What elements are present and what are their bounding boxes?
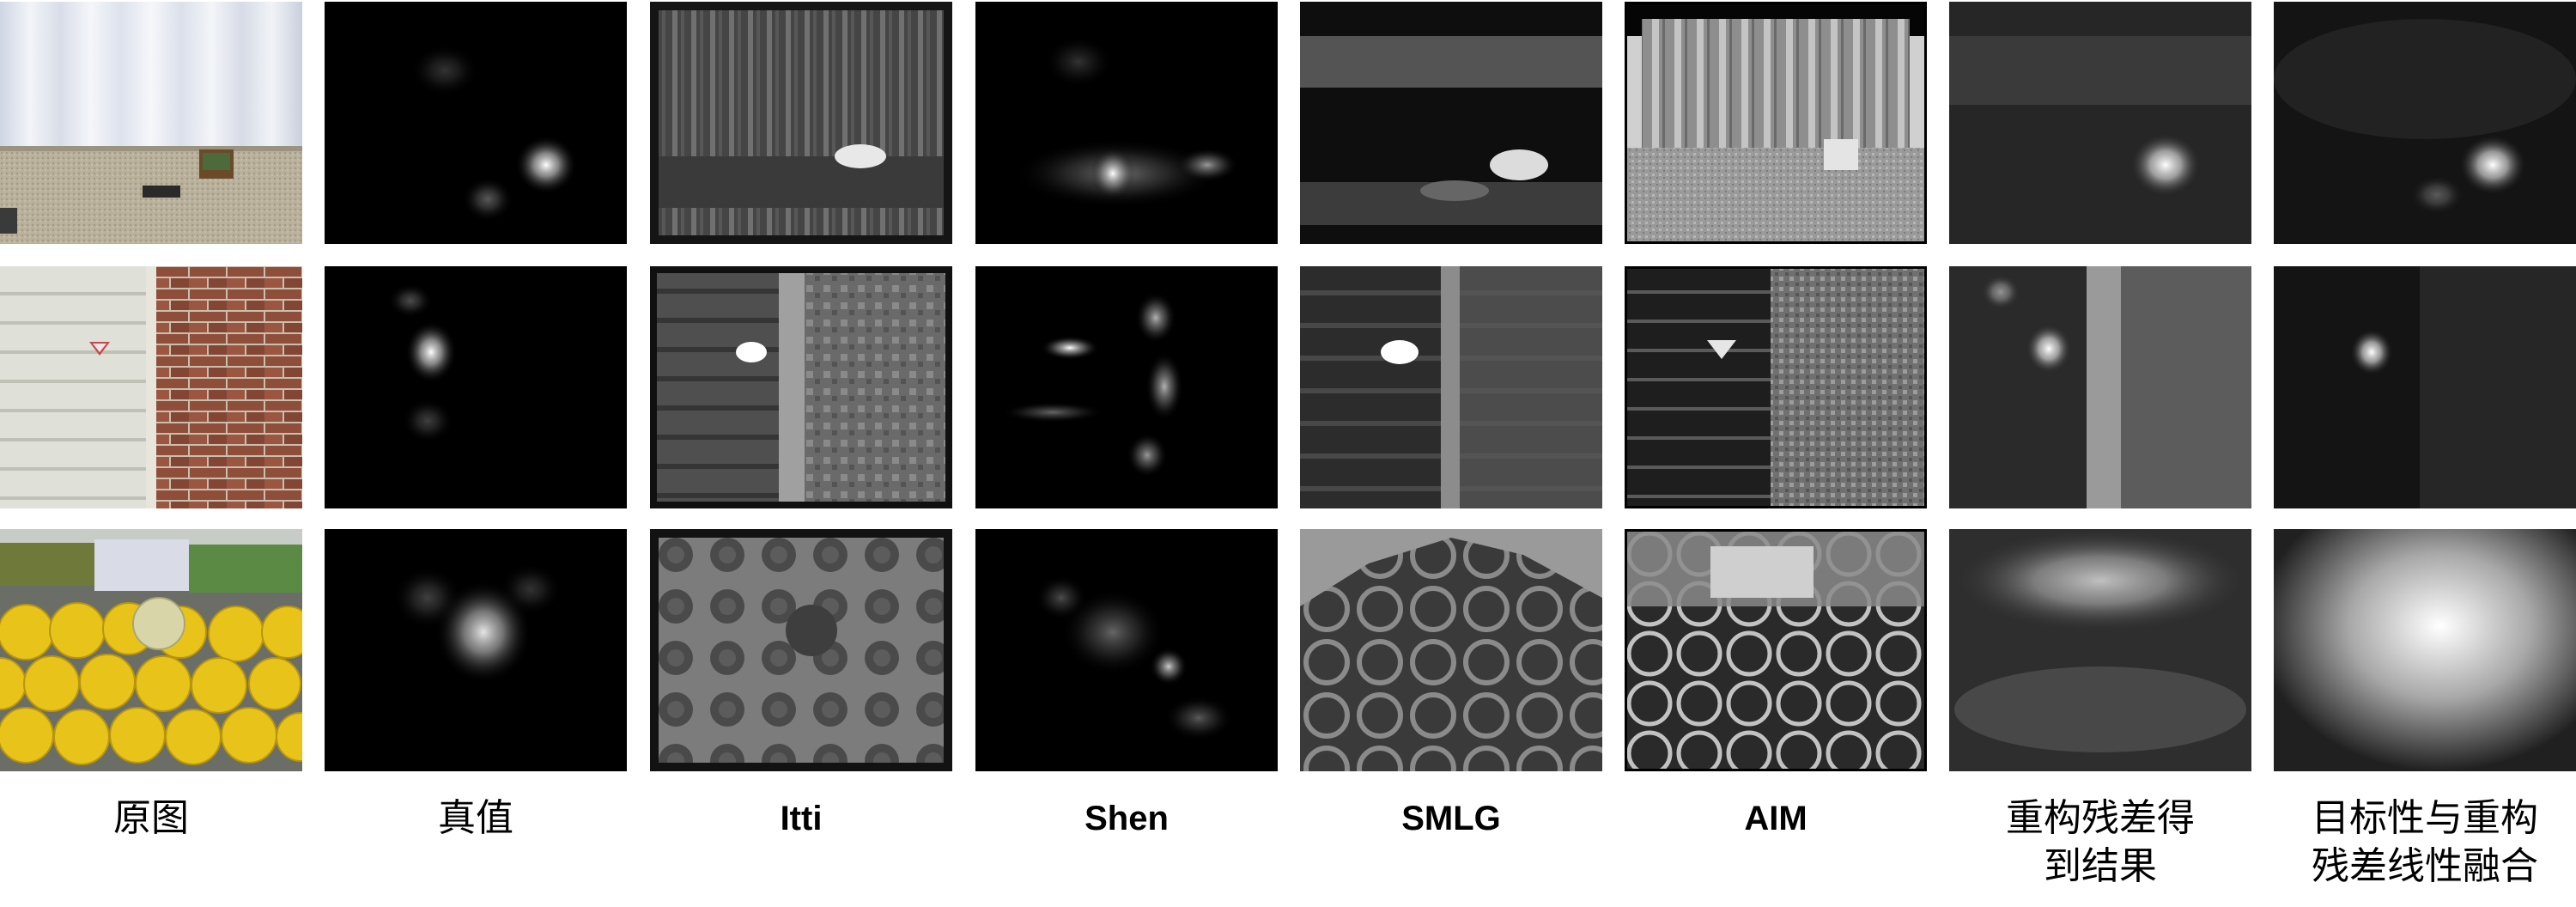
smlg-map-row-2 <box>1300 266 1602 508</box>
column-label-ground-truth: 真值 <box>307 794 644 843</box>
itti-map-row-2 <box>650 266 952 508</box>
shen-map-row-3 <box>975 529 1278 771</box>
reconstruction-residual-map-row-1 <box>1949 2 2251 244</box>
original-image-curtain-room <box>0 2 302 244</box>
itti-map-row-1 <box>650 2 952 244</box>
ground-truth-map-row-1 <box>325 2 627 244</box>
smlg-map-row-1 <box>1300 2 1602 244</box>
smlg-map-row-3 <box>1300 529 1602 771</box>
original-image-melons <box>0 529 302 771</box>
column-label-smlg: SMLG <box>1283 794 1619 843</box>
ground-truth-map-row-2 <box>325 266 627 508</box>
column-label-aim: AIM <box>1607 794 1944 843</box>
aim-map-row-1 <box>1625 2 1927 244</box>
objectness-fusion-map-row-2 <box>2274 266 2576 508</box>
aim-map-row-3 <box>1625 529 1927 771</box>
objectness-fusion-map-row-1 <box>2274 2 2576 244</box>
objectness-fusion-map-row-3 <box>2274 529 2576 771</box>
shen-map-row-1 <box>975 2 1278 244</box>
shen-map-row-2 <box>975 266 1278 508</box>
column-label-itti: Itti <box>633 794 969 843</box>
reconstruction-residual-map-row-3 <box>1949 529 2251 771</box>
column-label-original: 原图 <box>0 794 319 843</box>
column-label-objectness-fusion: 目标性与重构 残差线性融合 <box>2257 794 2576 891</box>
ground-truth-map-row-3 <box>325 529 627 771</box>
reconstruction-residual-map-row-2 <box>1949 266 2251 508</box>
itti-map-row-3 <box>650 529 952 771</box>
column-label-reconstruction-residual: 重构残差得 到结果 <box>1932 794 2269 891</box>
column-label-shen: Shen <box>958 794 1295 843</box>
original-image-brick-wall <box>0 266 302 508</box>
aim-map-row-2 <box>1625 266 1927 508</box>
